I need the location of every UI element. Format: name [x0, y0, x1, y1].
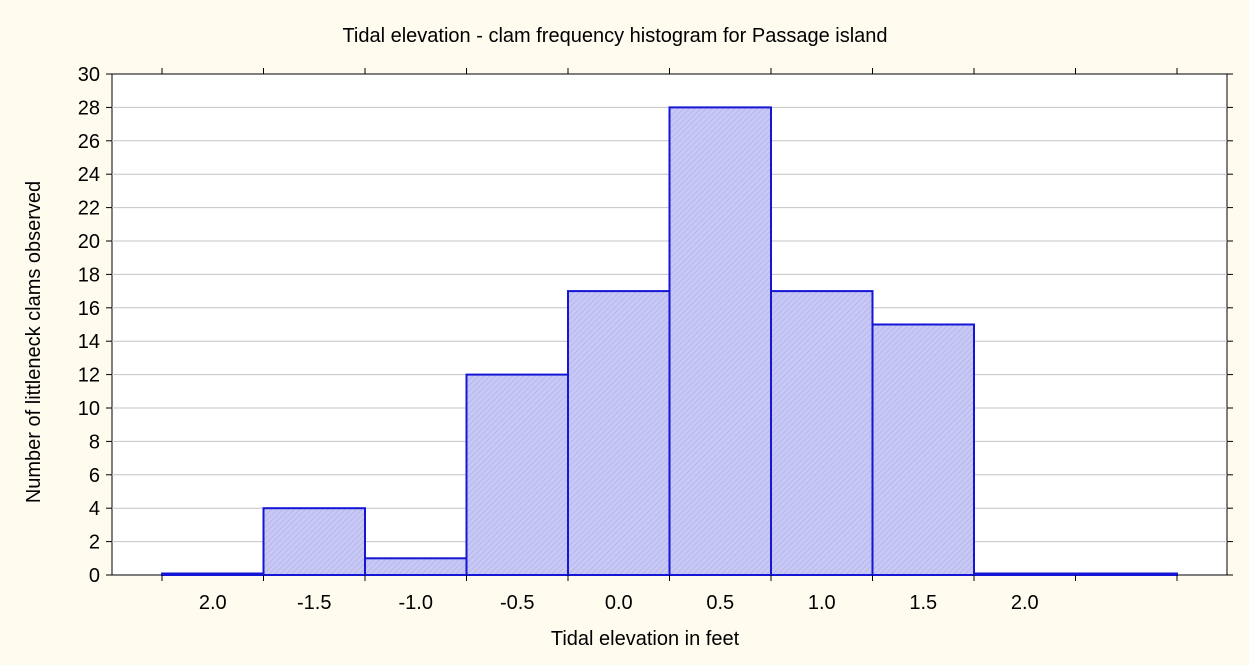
- x-tick-label: 1.5: [909, 592, 937, 614]
- histogram-bar: [770, 290, 874, 576]
- y-tick-label: 18: [78, 264, 100, 286]
- x-tick-label: -0.5: [500, 592, 534, 614]
- histogram-bar: [161, 572, 265, 576]
- histogram-bar: [262, 507, 366, 577]
- y-tick-label: 24: [78, 164, 100, 186]
- y-tick-label: 20: [78, 231, 100, 253]
- x-tick-label: 2.0: [1011, 592, 1039, 614]
- x-tick-label: -1.5: [297, 592, 331, 614]
- y-tick-label: 28: [78, 97, 100, 119]
- y-tick-label: 14: [78, 331, 100, 353]
- chart-title: Tidal elevation - clam frequency histogr…: [342, 25, 887, 47]
- y-tick-label: 16: [78, 298, 100, 320]
- histogram-bar: [364, 557, 468, 576]
- x-axis-label: Tidal elevation in feet: [551, 628, 740, 650]
- histogram-bar: [465, 373, 569, 576]
- x-tick-label: 1.0: [808, 592, 836, 614]
- y-tick-label: 12: [78, 365, 100, 387]
- x-tick-label: 0.0: [605, 592, 633, 614]
- y-tick-label: 22: [78, 198, 100, 220]
- x-tick-label: 2.0: [199, 592, 227, 614]
- y-tick-label: 8: [89, 431, 100, 453]
- histogram-bar: [871, 323, 975, 576]
- bars: [161, 106, 1178, 577]
- y-axis-label: Number of littleneck clams observed: [23, 181, 45, 503]
- x-tick-label: 0.5: [706, 592, 734, 614]
- y-tick-label: 10: [78, 398, 100, 420]
- x-tick-label: -1.0: [399, 592, 433, 614]
- y-tick-label: 2: [89, 532, 100, 554]
- y-tick-label: 0: [89, 565, 100, 587]
- y-tick-label: 6: [89, 465, 100, 487]
- histogram-bar: [1074, 572, 1178, 576]
- histogram-bar: [567, 290, 671, 576]
- histogram-bar: [973, 572, 1077, 576]
- y-tick-label: 30: [78, 64, 100, 86]
- y-tick-label: 26: [78, 131, 100, 153]
- y-tick-label: 4: [89, 498, 100, 520]
- histogram-bar: [668, 106, 772, 577]
